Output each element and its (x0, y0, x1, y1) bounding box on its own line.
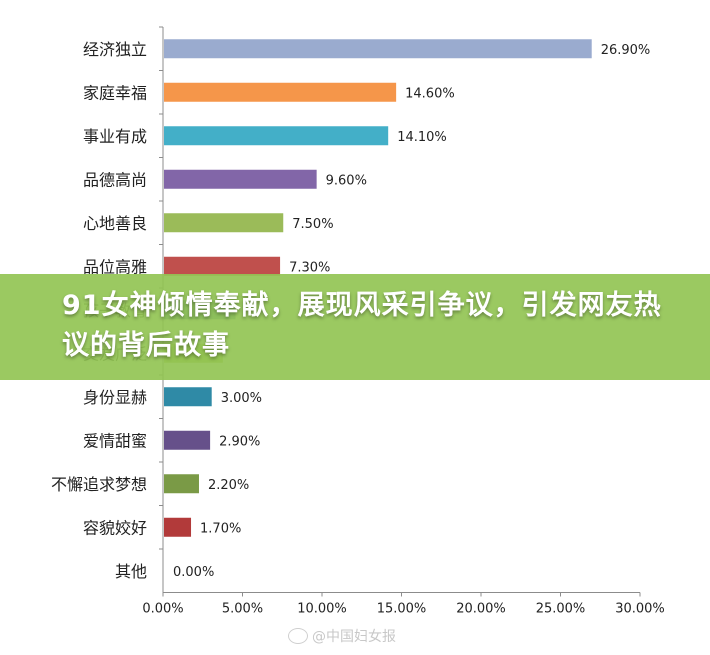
category-label: 家庭幸福 (83, 83, 147, 102)
watermark-text: @中国妇女报 (312, 629, 396, 645)
value-label: 7.50% (292, 217, 333, 232)
value-label: 1.70% (200, 521, 241, 536)
bar (164, 39, 592, 59)
value-label: 7.30% (289, 260, 330, 275)
value-label: 14.60% (405, 86, 455, 101)
value-label: 0.00% (173, 565, 214, 580)
value-label: 26.90% (601, 43, 651, 58)
category-label: 经济独立 (83, 40, 147, 59)
headline-text: 91女神倾情奉献，展现风采引争议，引发网友热议的背后故事 (62, 290, 662, 361)
value-label: 14.10% (397, 130, 447, 145)
bar (164, 430, 211, 450)
value-label: 3.00% (221, 391, 262, 406)
category-label: 其他 (115, 562, 147, 581)
bar (164, 517, 192, 537)
bar (164, 126, 389, 146)
value-label: 2.20% (208, 478, 249, 493)
category-label: 爱情甜蜜 (83, 431, 147, 450)
category-label: 心地善良 (83, 214, 147, 233)
bar (164, 387, 212, 407)
bar (164, 256, 281, 276)
x-tick-label: 15.00% (377, 602, 427, 617)
chart-bars (164, 39, 592, 537)
category-label: 品位高雅 (83, 257, 147, 276)
value-label: 2.90% (219, 434, 260, 449)
bar (164, 169, 317, 189)
x-tick-label: 10.00% (297, 602, 347, 617)
x-tick-label: 20.00% (456, 602, 506, 617)
category-label: 身份显赫 (83, 388, 147, 407)
bar (164, 213, 284, 233)
x-tick-labels: 0.00% 5.00% 10.00% 15.00% 20.00% 25.00% 30.00% (142, 602, 664, 617)
value-labels: 26.90% 14.60% 14.10% 9.60% 7.50% 7.30% 3.00% 2.… (173, 43, 650, 580)
headline-banner: 91女神倾情奉献，展现风采引争议，引发网友热议的背后故事 (0, 274, 710, 380)
x-tick-label: 30.00% (615, 602, 665, 617)
category-label: 容貌姣好 (83, 518, 147, 537)
value-label: 9.60% (326, 173, 367, 188)
bar (164, 474, 199, 494)
category-labels: 经济独立家庭幸福事业有成品德高尚心地善良品位高雅孩子教育交友广泛身份显赫爱情甜蜜… (51, 40, 147, 581)
x-tick-label: 25.00% (536, 602, 586, 617)
x-tick-label: 5.00% (222, 602, 263, 617)
bar (164, 82, 397, 102)
category-label: 事业有成 (83, 127, 147, 146)
x-tick-label: 0.00% (142, 602, 183, 617)
category-label: 不懈追求梦想 (51, 475, 147, 494)
watermark: @中国妇女报 (288, 626, 396, 646)
weibo-icon (288, 628, 308, 644)
category-label: 品德高尚 (83, 170, 147, 189)
